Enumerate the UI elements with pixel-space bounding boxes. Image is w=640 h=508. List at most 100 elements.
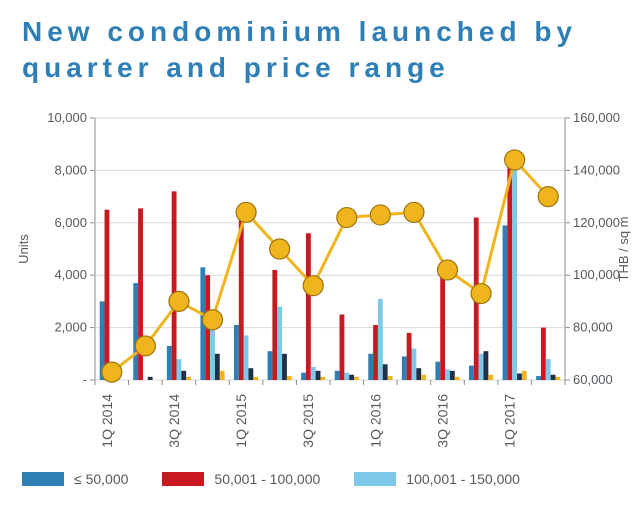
legend-swatch	[162, 472, 204, 486]
xtick-label: 1Q 2016	[367, 394, 383, 448]
bar-s5	[186, 377, 191, 380]
bar-s1	[435, 362, 440, 380]
legend-label: ≤ 50,000	[74, 471, 128, 487]
legend: ≤ 50,000 50,001 - 100,000 100,001 - 150,00…	[22, 462, 618, 496]
legend-swatch	[22, 472, 64, 486]
bar-s4	[349, 375, 354, 380]
bar-s1	[167, 346, 172, 380]
xtick-label: 1Q 2014	[99, 394, 115, 448]
legend-item-s3: 100,001 - 150,000	[354, 471, 520, 487]
avg-price-marker	[135, 336, 155, 356]
bar-s4	[383, 364, 388, 380]
legend-label: 50,001 - 100,000	[214, 471, 320, 487]
ytick-right: 120,000	[573, 215, 620, 230]
bar-s4	[215, 354, 220, 380]
bar-s4	[517, 373, 522, 380]
avg-price-marker	[102, 362, 122, 382]
legend-swatch	[354, 472, 396, 486]
bar-s2	[239, 215, 244, 380]
bar-s4	[248, 368, 253, 380]
bar-s1	[335, 371, 340, 380]
avg-price-marker	[538, 187, 558, 207]
bar-s5	[455, 377, 460, 380]
bar-s3	[479, 354, 484, 380]
bar-s2	[541, 328, 546, 380]
bar-s1	[268, 351, 273, 380]
bar-s1	[402, 356, 407, 380]
legend-item-s2: 50,001 - 100,000	[162, 471, 320, 487]
bar-s5	[421, 375, 426, 380]
bar-s1	[469, 366, 474, 380]
ytick-left: 2,000	[54, 320, 87, 335]
ytick-left: 10,000	[47, 110, 87, 125]
bar-s1	[301, 373, 306, 380]
bar-s1	[368, 354, 373, 380]
bar-s3	[177, 359, 182, 380]
bar-s2	[306, 233, 311, 380]
ytick-left: -	[83, 372, 87, 387]
bar-s3	[210, 325, 215, 380]
chart-svg: - 2,000 4,000 6,000 8,000 10,000 60,000 80,000 1…	[0, 110, 640, 460]
bar-s1	[133, 283, 138, 380]
ytick-right: 160,000	[573, 110, 620, 125]
bar-s2	[172, 191, 177, 380]
bar-s5	[388, 376, 393, 380]
xtick-label: 3Q 2016	[435, 394, 451, 448]
bar-s2	[272, 270, 277, 380]
bar-s1	[536, 376, 541, 380]
avg-price-marker	[203, 310, 223, 330]
bar-s4	[551, 375, 556, 380]
bar-s4	[148, 377, 153, 380]
ytick-left: 6,000	[54, 215, 87, 230]
bar-s5	[220, 371, 225, 380]
bar-s3	[546, 359, 551, 380]
bar-s5	[253, 377, 258, 380]
bar-s3	[311, 367, 316, 380]
ytick-right: 140,000	[573, 162, 620, 177]
bar-s4	[282, 354, 287, 380]
bar-s5	[555, 377, 560, 380]
ytick-right: 80,000	[573, 320, 613, 335]
bar-s1	[503, 225, 508, 380]
bar-s3	[445, 370, 450, 380]
bar-s5	[354, 377, 359, 380]
bar-s3	[512, 170, 517, 380]
chart-container: New condominium launched by quarter and …	[0, 0, 640, 508]
ytick-right: 100,000	[573, 267, 620, 282]
avg-price-marker	[370, 205, 390, 225]
avg-price-marker	[505, 150, 525, 170]
bar-s4	[483, 351, 488, 380]
xtick-label: 1Q 2015	[233, 394, 249, 448]
bar-s3	[412, 349, 417, 380]
xtick-label: 3Q 2014	[166, 394, 182, 448]
bar-s5	[287, 376, 292, 380]
legend-label: 100,001 - 150,000	[406, 471, 520, 487]
avg-price-marker	[337, 208, 357, 228]
bar-s3	[244, 335, 249, 380]
bar-s4	[316, 371, 321, 380]
xtick-label: 3Q 2015	[300, 394, 316, 448]
bar-s5	[488, 375, 493, 380]
ytick-left: 8,000	[54, 162, 87, 177]
bar-s4	[416, 368, 421, 380]
bar-s1	[234, 325, 239, 380]
bar-s3	[378, 299, 383, 380]
avg-price-marker	[303, 276, 323, 296]
avg-price-marker	[236, 202, 256, 222]
bar-s4	[181, 371, 186, 380]
y-left-label: Units	[16, 234, 31, 264]
bar-s3	[277, 307, 282, 380]
ytick-right: 60,000	[573, 372, 613, 387]
bar-s2	[105, 210, 110, 380]
avg-price-marker	[471, 284, 491, 304]
chart-title: New condominium launched by quarter and …	[22, 14, 620, 86]
avg-price-marker	[438, 260, 458, 280]
avg-price-marker	[169, 291, 189, 311]
bar-s5	[320, 377, 325, 380]
bar-s2	[440, 273, 445, 380]
bar-s5	[522, 371, 527, 380]
legend-item-s1: ≤ 50,000	[22, 471, 128, 487]
bar-s4	[450, 371, 455, 380]
avg-price-marker	[270, 239, 290, 259]
ytick-left: 4,000	[54, 267, 87, 282]
